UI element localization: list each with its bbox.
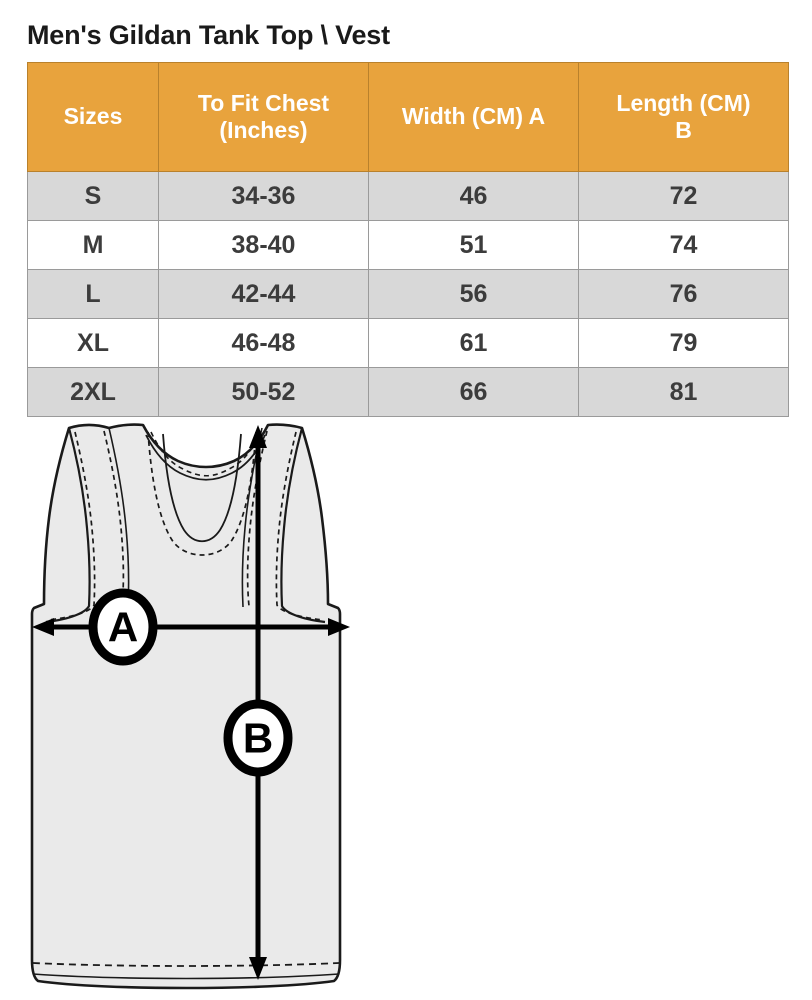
column-header-width: Width (CM) A bbox=[368, 62, 579, 172]
badge-b-label: B bbox=[243, 715, 273, 762]
cell-length: 79 bbox=[578, 318, 789, 368]
cell-length: 72 bbox=[578, 171, 789, 221]
cell-chest: 34-36 bbox=[158, 171, 369, 221]
arrow-a-head-right bbox=[328, 618, 350, 636]
garment-body-shape bbox=[30, 423, 342, 990]
size-chart-table: Sizes To Fit Chest (Inches) Width (CM) A… bbox=[27, 62, 789, 417]
column-header-length: Length (CM) B bbox=[578, 62, 789, 172]
arrow-b-head-bottom bbox=[249, 957, 267, 980]
cell-width: 46 bbox=[368, 171, 579, 221]
cell-chest: 50-52 bbox=[158, 367, 369, 417]
cell-size: XL bbox=[27, 318, 159, 368]
cell-chest: 46-48 bbox=[158, 318, 369, 368]
cell-length: 74 bbox=[578, 220, 789, 270]
tank-top-diagram: A B bbox=[30, 423, 350, 990]
right-strap-stitch-inner bbox=[246, 430, 268, 607]
table-header-row: Sizes To Fit Chest (Inches) Width (CM) A… bbox=[27, 62, 789, 172]
table-row: S 34-36 46 72 bbox=[27, 171, 789, 221]
column-header-chest: To Fit Chest (Inches) bbox=[158, 62, 369, 172]
table-row: XL 46-48 61 79 bbox=[27, 318, 789, 368]
page-title: Men's Gildan Tank Top \ Vest bbox=[27, 20, 390, 50]
column-header-sizes: Sizes bbox=[27, 62, 159, 172]
arrow-b-head-top bbox=[249, 425, 267, 448]
arrow-a-head-left bbox=[32, 618, 54, 636]
measure-label-a-badge: A bbox=[88, 588, 158, 666]
left-strap-fold-line bbox=[108, 427, 130, 608]
cell-length: 76 bbox=[578, 269, 789, 319]
front-neckline-stitch bbox=[147, 431, 257, 556]
measure-label-b-badge: B bbox=[223, 699, 293, 777]
cell-size: M bbox=[27, 220, 159, 270]
cell-length: 81 bbox=[578, 367, 789, 417]
left-strap-stitch-inner bbox=[103, 430, 125, 607]
table-row: L 42-44 56 76 bbox=[27, 269, 789, 319]
cell-chest: 38-40 bbox=[158, 220, 369, 270]
cell-width: 66 bbox=[368, 367, 579, 417]
cell-width: 56 bbox=[368, 269, 579, 319]
cell-size: S bbox=[27, 171, 159, 221]
badge-a-label: A bbox=[108, 604, 138, 651]
bottom-hem-edge bbox=[32, 973, 340, 980]
cell-size: 2XL bbox=[27, 367, 159, 417]
table-row: M 38-40 51 74 bbox=[27, 220, 789, 270]
cell-width: 61 bbox=[368, 318, 579, 368]
badge-b-circle bbox=[223, 699, 293, 777]
cell-width: 51 bbox=[368, 220, 579, 270]
bottom-hem-stitch bbox=[32, 962, 340, 967]
back-collar-curve bbox=[145, 434, 266, 481]
cell-size: L bbox=[27, 269, 159, 319]
table-row: 2XL 50-52 66 81 bbox=[27, 367, 789, 417]
cell-chest: 42-44 bbox=[158, 269, 369, 319]
badge-a-circle bbox=[88, 588, 158, 666]
front-neckline-inner bbox=[162, 433, 242, 543]
